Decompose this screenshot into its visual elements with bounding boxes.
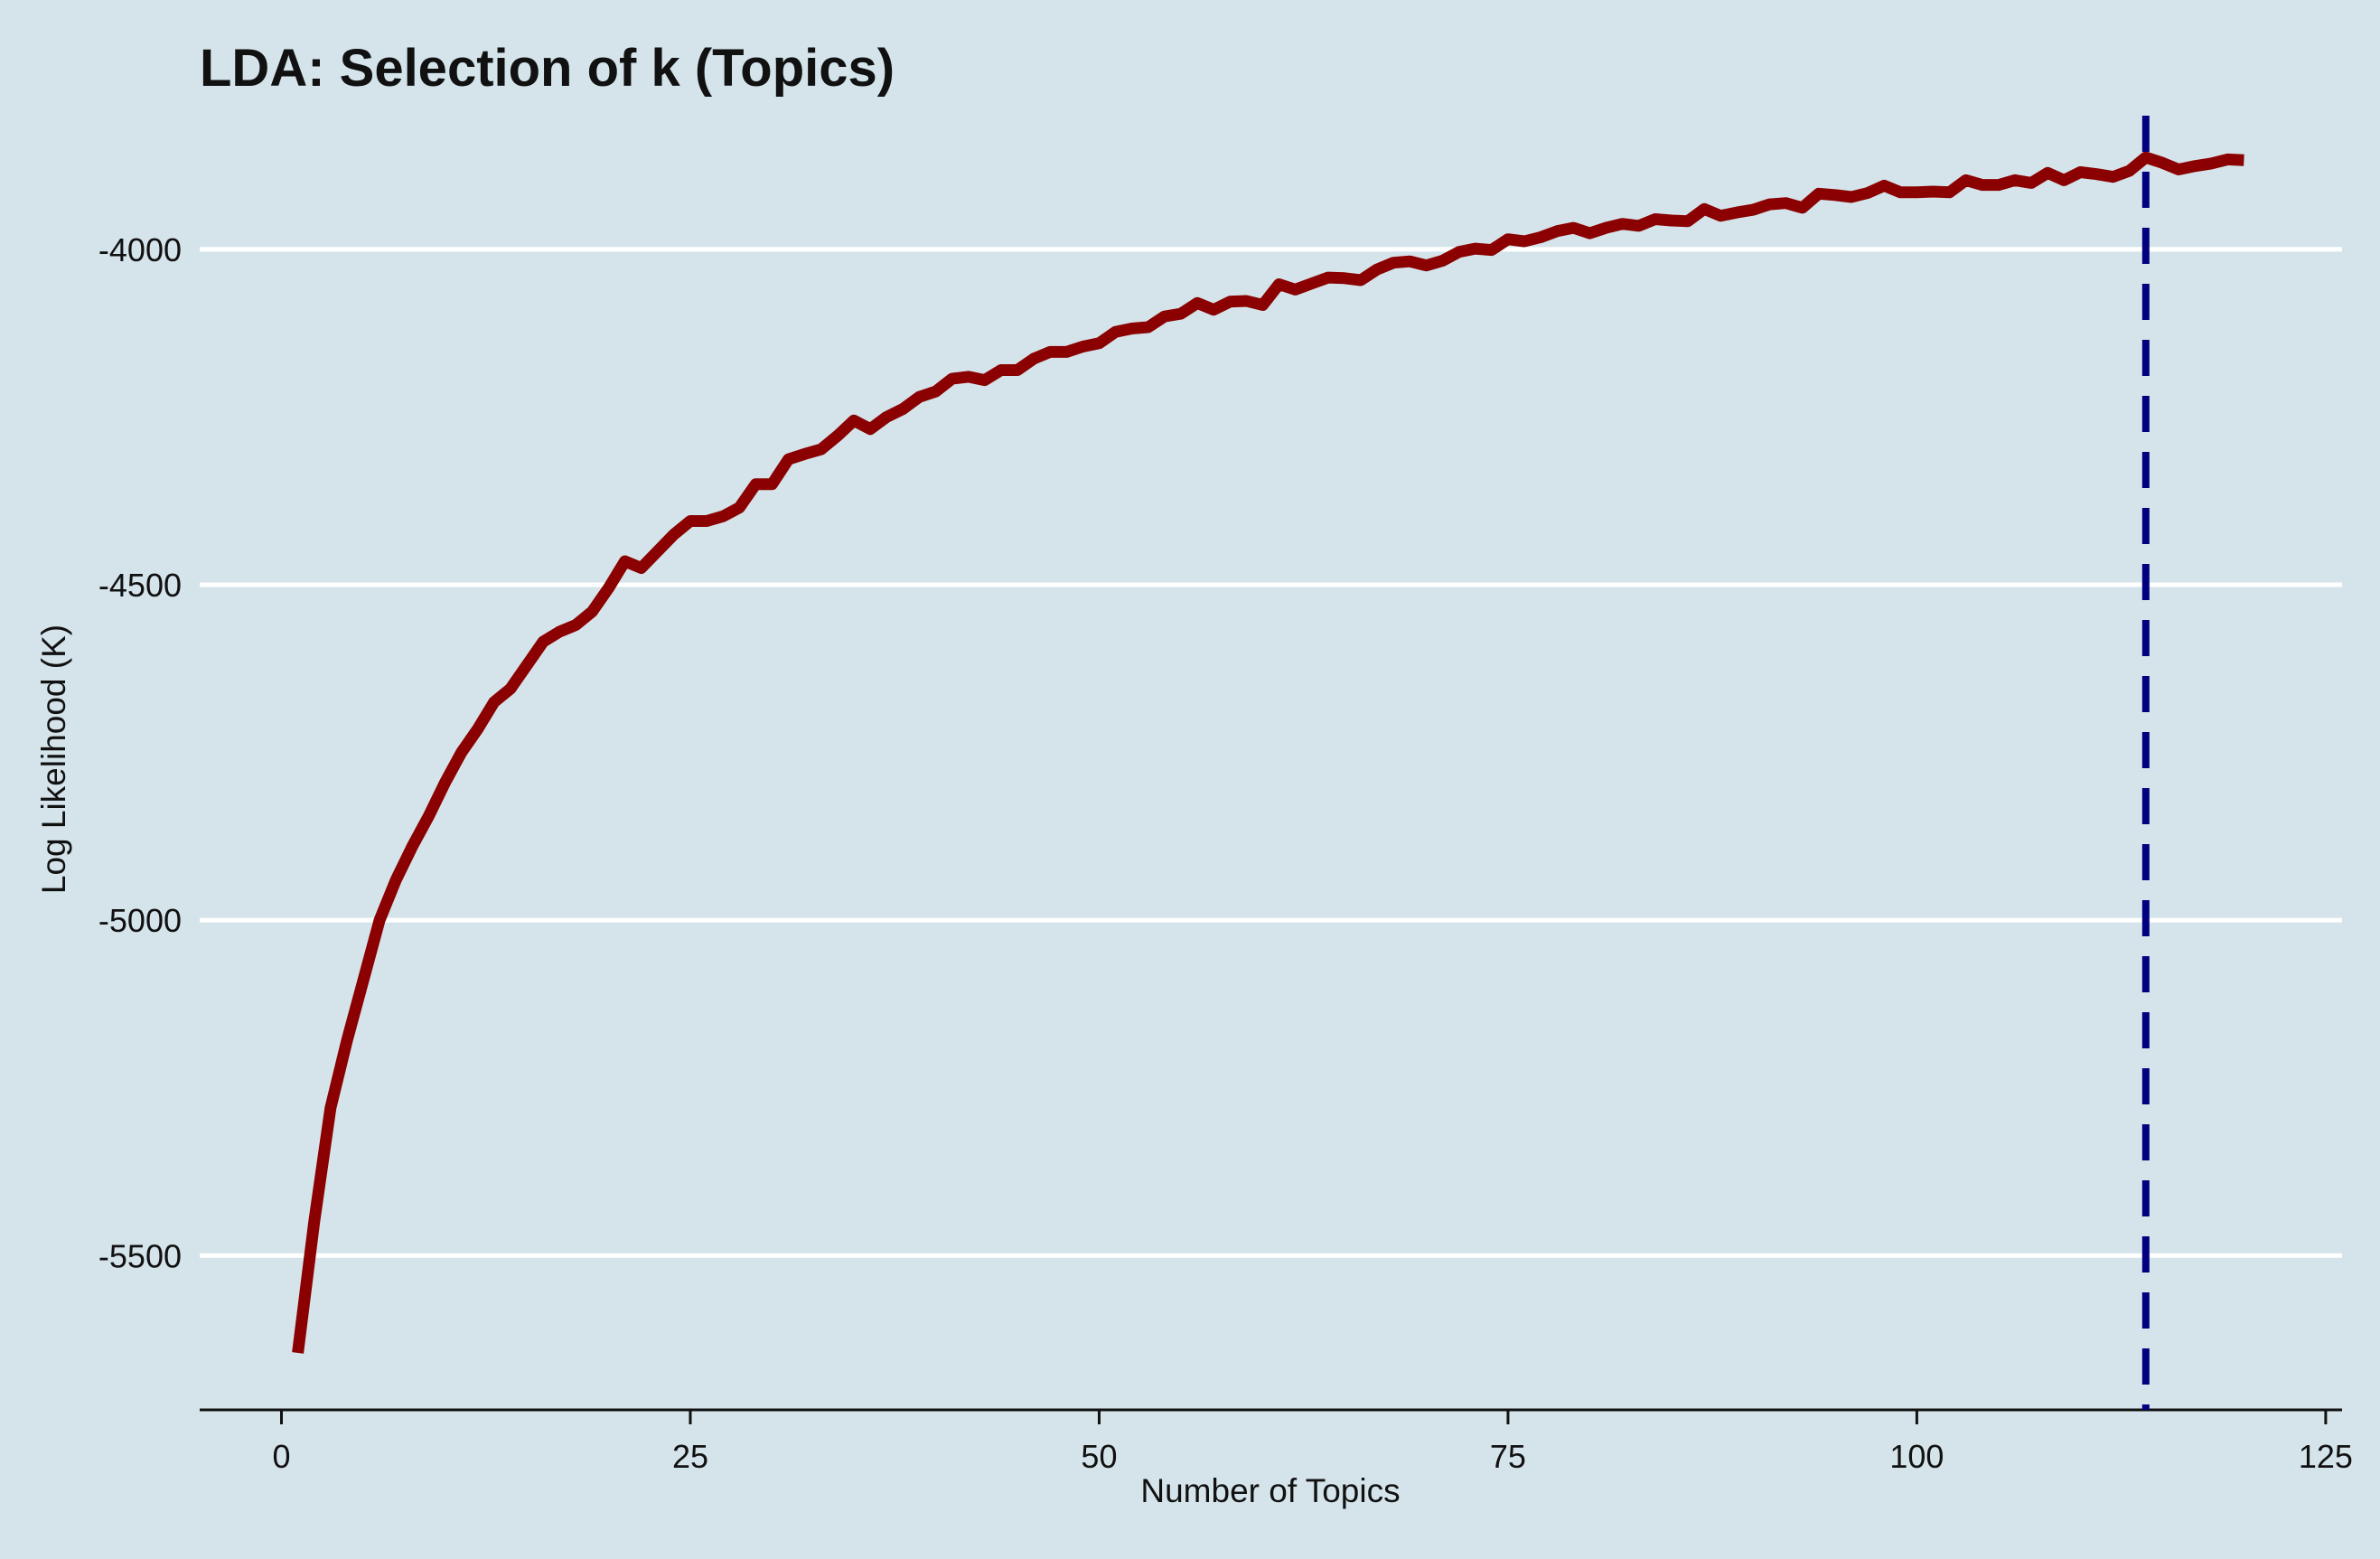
x-tick-label: 0 xyxy=(272,1438,290,1475)
data-series xyxy=(292,151,2244,1354)
x-tick-label: 100 xyxy=(1889,1438,1944,1475)
chart-title: LDA: Selection of k (Topics) xyxy=(200,39,895,98)
y-tick-label: -4000 xyxy=(98,231,182,268)
y-tick-label: -4500 xyxy=(98,567,182,604)
x-axis-title: Number of Topics xyxy=(1140,1472,1400,1509)
x-axis: 0 25 50 75 100 125 xyxy=(200,1408,2353,1475)
series-line xyxy=(292,151,2244,1354)
y-axis: -4000 -4500 -5000 -5500 xyxy=(98,231,182,1274)
x-tick-label: 25 xyxy=(672,1438,708,1475)
y-tick-label: -5000 xyxy=(98,902,182,939)
y-tick-label: -5500 xyxy=(98,1237,182,1274)
y-axis-title: Log Likelihood (K) xyxy=(35,625,72,894)
x-tick-label: 125 xyxy=(2299,1438,2353,1475)
x-tick-label: 75 xyxy=(1490,1438,1526,1475)
x-tick-label: 50 xyxy=(1081,1438,1117,1475)
gridlines xyxy=(200,247,2342,1258)
